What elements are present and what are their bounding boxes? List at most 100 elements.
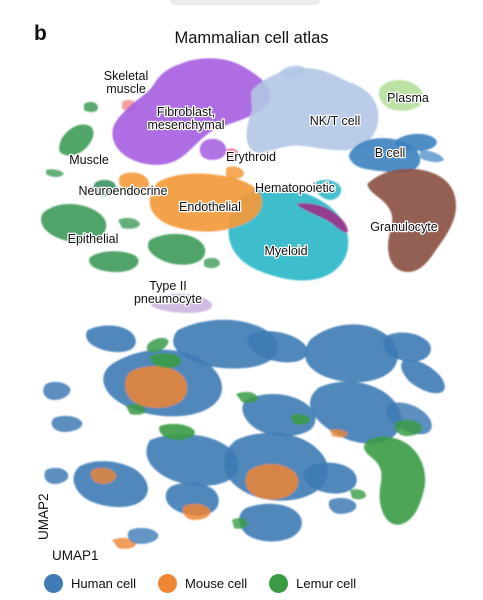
label-skeletal: Skeletal muscle xyxy=(104,69,148,96)
cluster-epithelial-3 xyxy=(148,233,206,265)
label-endothelial: Endothelial xyxy=(179,200,241,214)
legend-swatch-mouse xyxy=(158,574,178,593)
umap-species xyxy=(43,319,445,549)
legend-swatch-human xyxy=(44,574,63,593)
label-plasma: Plasma xyxy=(387,91,429,105)
label-line: Skeletal xyxy=(104,69,148,83)
species-blob xyxy=(236,391,258,403)
cluster-myeloid-2 xyxy=(315,179,342,200)
cluster-muscle-3 xyxy=(46,169,64,177)
species-blob xyxy=(245,464,299,500)
label-erythroid: Erythroid xyxy=(226,150,276,164)
species-blob xyxy=(242,394,316,436)
species-blob xyxy=(328,497,357,514)
label-line: Myeloid xyxy=(264,244,307,258)
cluster-muscle-2 xyxy=(84,101,98,113)
species-blob xyxy=(51,415,83,432)
species-blob xyxy=(146,434,239,486)
species-blob xyxy=(383,332,431,362)
label-line: Epithelial xyxy=(68,232,119,246)
umap-celltype xyxy=(41,58,456,313)
celltype-labels: Skeletal muscle Fibroblast, mesenchymal NK… xyxy=(66,68,439,308)
species-blob xyxy=(310,381,402,444)
label-neuroendocrine: Neuroendocrine xyxy=(79,184,168,198)
species-blob xyxy=(350,489,366,500)
label-line: Erythroid xyxy=(226,150,276,164)
label-granulocyte: Granulocyte xyxy=(370,220,437,234)
species-blob xyxy=(394,419,423,436)
label-type2: Type II pneumocyte xyxy=(134,279,202,306)
species-blob xyxy=(290,413,310,425)
label-nkt: NK/T cell xyxy=(310,114,360,128)
cluster-muscle xyxy=(59,124,94,156)
legend-item-human: Human cell xyxy=(44,574,136,593)
label-line: Hematopoietic xyxy=(255,181,335,195)
legend-item-mouse: Mouse cell xyxy=(158,574,247,593)
species-blob xyxy=(86,325,136,353)
label-hematopoietic: Hematopoietic xyxy=(255,181,335,195)
label-line: Type II xyxy=(149,279,187,293)
label-line: pneumocyte xyxy=(134,292,202,306)
species-blob xyxy=(247,331,308,363)
cluster-neuroendocrine xyxy=(93,179,117,196)
legend-label-mouse: Mouse cell xyxy=(185,576,248,591)
label-line: NK/T cell xyxy=(310,114,360,128)
figure-title: Mammalian cell atlas xyxy=(174,29,329,47)
cluster-granulocyte xyxy=(367,168,456,272)
species-legend: Human cell Mouse cell Lemur cell xyxy=(44,574,378,593)
legend-item-lemur: Lemur cell xyxy=(269,574,356,593)
species-blob xyxy=(73,461,148,508)
cluster-epithelial-2 xyxy=(89,251,139,273)
cluster-hematopoietic xyxy=(296,203,348,233)
label-line: Plasma xyxy=(387,91,429,105)
species-blob xyxy=(146,337,169,353)
label-bcell: B cell xyxy=(375,146,406,160)
cluster-nkt-2 xyxy=(279,65,307,79)
label-line: B cell xyxy=(375,146,406,160)
species-blob xyxy=(90,467,117,484)
legend-label-lemur: Lemur cell xyxy=(296,576,357,591)
label-epithelial: Epithelial xyxy=(68,232,119,246)
cluster-erythroid xyxy=(226,148,239,160)
cluster-epithelial xyxy=(41,204,107,242)
species-blob xyxy=(112,537,136,549)
label-line: Endothelial xyxy=(179,200,241,214)
species-blob xyxy=(239,503,302,542)
axis-y-label: UMAP2 xyxy=(36,493,51,540)
label-myeloid: Myeloid xyxy=(264,244,307,258)
cluster-epithelial-4 xyxy=(118,217,140,229)
cluster-nkt xyxy=(246,68,379,154)
label-line: mesenchymal xyxy=(147,118,224,132)
label-line: Granulocyte xyxy=(370,220,437,234)
species-blob xyxy=(43,381,71,400)
top-divider xyxy=(170,0,320,5)
species-blob xyxy=(173,319,278,369)
species-blob xyxy=(159,423,195,440)
cluster-epithelial-5 xyxy=(204,257,220,269)
cluster-endothelial-3 xyxy=(226,166,244,179)
species-blob xyxy=(401,359,445,394)
cluster-endothelial xyxy=(149,173,262,232)
cluster-bcell-3 xyxy=(420,150,444,163)
cluster-plasma xyxy=(378,80,424,111)
species-blob xyxy=(305,324,398,383)
species-blob xyxy=(126,403,146,415)
species-blob xyxy=(125,366,188,408)
label-line: muscle xyxy=(106,82,146,96)
species-blob xyxy=(364,436,426,525)
label-line: Muscle xyxy=(69,153,109,167)
cluster-fibroblast xyxy=(112,58,271,165)
cluster-bcell-2 xyxy=(396,133,437,151)
cluster-endothelial-2 xyxy=(118,172,150,194)
label-line: Neuroendocrine xyxy=(79,184,168,198)
species-blob xyxy=(182,503,211,520)
species-blob xyxy=(44,467,69,484)
species-blob xyxy=(127,527,159,544)
cluster-fibroblast-2 xyxy=(199,138,227,160)
legend-label-human: Human cell xyxy=(71,576,137,591)
species-blob xyxy=(303,462,357,494)
label-muscle: Muscle xyxy=(69,153,109,167)
cluster-type2 xyxy=(150,293,213,313)
label-line: Fibroblast, xyxy=(157,105,215,119)
